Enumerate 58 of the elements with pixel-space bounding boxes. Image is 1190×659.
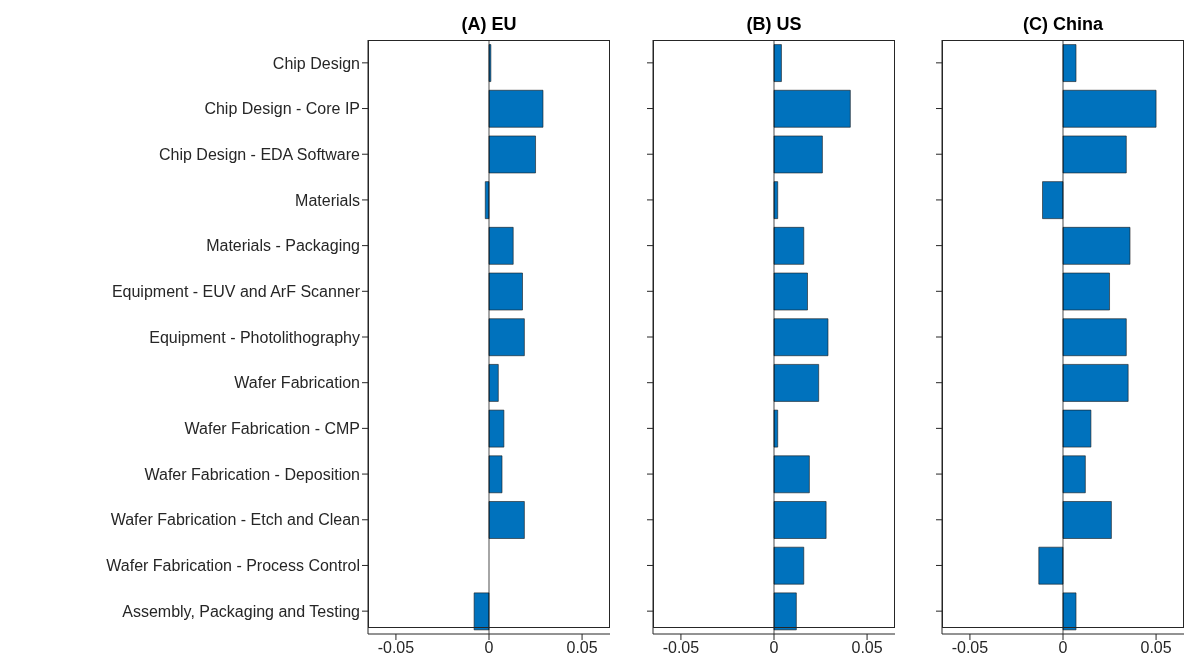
y-tick-label: Chip Design - Core IP [204, 100, 360, 118]
y-tick-label: Wafer Fabrication - Process Control [106, 557, 360, 575]
bar [773, 227, 805, 265]
x-tick-label: 0 [769, 639, 779, 657]
y-tick-label: Materials - Packaging [206, 237, 360, 255]
bar [1062, 89, 1157, 128]
bar [1062, 135, 1127, 174]
bar [488, 501, 525, 539]
bar [488, 227, 514, 265]
bar [773, 546, 805, 585]
bar [488, 409, 505, 448]
y-tick-label: Equipment - Photolithography [149, 328, 360, 346]
x-tick-label: 0.05 [851, 639, 883, 657]
x-tick-label: 0 [1058, 639, 1068, 657]
bar [488, 272, 523, 311]
y-tick-label: Assembly, Packaging and Testing [122, 602, 360, 620]
y-tick-label: Chip Design - EDA Software [159, 145, 361, 163]
bar [1062, 318, 1127, 357]
bar [1062, 272, 1110, 311]
bar [773, 364, 819, 402]
chart-title: (C) China [1022, 14, 1104, 35]
bar [773, 318, 829, 357]
bar [488, 364, 499, 402]
bar [773, 272, 808, 311]
bar [1062, 409, 1092, 448]
bar [488, 455, 503, 494]
chart-title: (A) EU [460, 14, 518, 35]
y-tick-label: Materials [295, 191, 360, 209]
y-tick-label: Wafer Fabrication [234, 374, 360, 392]
bar [488, 318, 525, 357]
bar [773, 592, 797, 631]
bar [1062, 44, 1077, 82]
bar [1062, 364, 1129, 402]
x-tick-label: 0.05 [1140, 639, 1172, 657]
y-tick-label: Wafer Fabrication - Deposition [144, 465, 360, 483]
bar [1062, 455, 1086, 494]
y-tick-label: Wafer Fabrication - CMP [184, 420, 360, 438]
bar [773, 89, 851, 128]
x-tick-label: -0.05 [377, 639, 415, 657]
bar [773, 135, 823, 174]
x-tick-label: 0 [484, 639, 494, 657]
bar [1062, 227, 1131, 265]
chart-title: (B) US [745, 14, 803, 35]
bar [488, 135, 536, 174]
bar [773, 501, 827, 539]
y-tick-label: Wafer Fabrication - Etch and Clean [110, 511, 360, 529]
y-tick-label: Chip Design [272, 54, 360, 72]
x-tick-label: 0.05 [566, 639, 598, 657]
x-tick-label: -0.05 [951, 639, 989, 657]
bar [488, 89, 544, 128]
bar [1062, 501, 1112, 539]
y-tick-label: Equipment - EUV and ArF Scanner [111, 282, 361, 300]
x-tick-label: -0.05 [662, 639, 700, 657]
bar [1062, 592, 1077, 631]
bar [473, 592, 490, 631]
bar [1042, 181, 1064, 219]
bar [773, 455, 810, 494]
bar [1038, 546, 1064, 585]
